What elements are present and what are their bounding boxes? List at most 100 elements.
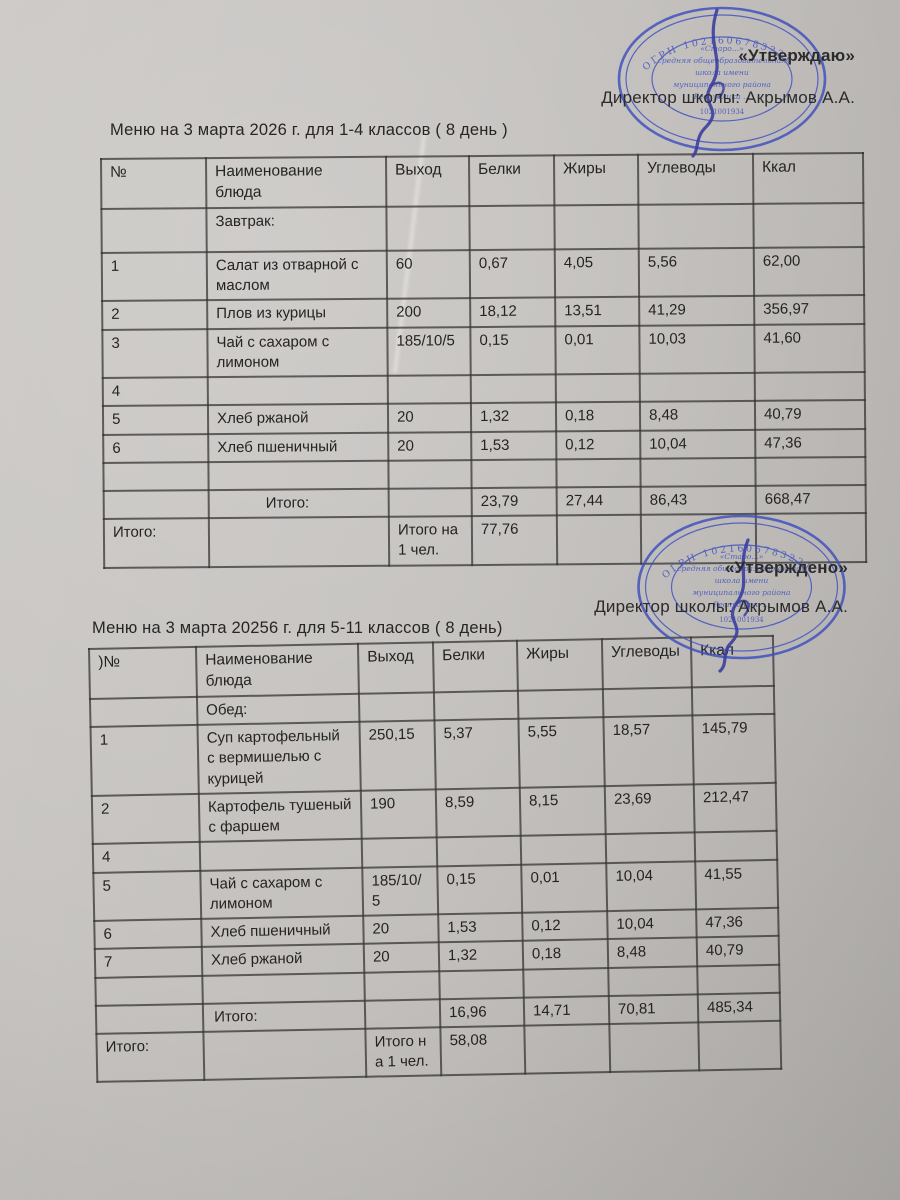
column-header: Наименование блюда (206, 156, 387, 209)
cell-fat: 5,55 (518, 717, 605, 788)
cell-protein: 1,53 (438, 912, 523, 943)
column-header: Ккал (752, 153, 864, 204)
cell-protein (433, 690, 519, 721)
cell-num: 5 (93, 870, 202, 922)
per-person-label: Итого: (96, 1031, 205, 1083)
column-header: Выход (357, 642, 434, 694)
menu-table-1: № Наименование блюда Выход Белки Жиры Углевод… (100, 152, 867, 569)
cell-out: 20 (387, 403, 472, 433)
cell-fat (517, 688, 604, 719)
total-kcal: 668,47 (755, 484, 866, 514)
stamp-line: муниципального района (693, 588, 791, 597)
cell-name: Чай с сахаром с лимоном (207, 327, 388, 378)
cell-protein (439, 969, 524, 999)
cell-kcal (755, 513, 867, 563)
cell-fat: 13,51 (555, 297, 640, 327)
stamp-number: 1021001934 (719, 616, 764, 624)
cell-fat (556, 514, 642, 565)
cell-kcal: 40,79 (754, 400, 866, 430)
total-carbs: 86,43 (640, 485, 756, 515)
cell-kcal: 40,79 (696, 936, 780, 966)
meal-row: Завтрак: (101, 202, 864, 253)
total-protein: 23,79 (471, 487, 557, 517)
cell-fat (520, 834, 607, 865)
cell-carbs (608, 965, 698, 996)
cell-num: 1 (90, 725, 199, 796)
cell-kcal (698, 1020, 782, 1071)
cell-fat (555, 373, 640, 403)
cell-out: 185/10/5 (362, 865, 439, 916)
cell-name: Хлеб ржаной (201, 944, 365, 976)
cell-protein (471, 459, 557, 488)
column-header: Ккал (690, 635, 774, 688)
cell-kcal: 41,55 (695, 859, 779, 910)
cell-protein (469, 205, 555, 250)
total-fat: 14,71 (523, 995, 610, 1026)
cell-fat: 8,15 (519, 785, 606, 837)
per-person-label: Итого: (103, 518, 210, 568)
cell-kcal: 41,60 (754, 323, 865, 373)
header-row: № Наименование блюда Выход Белки Жиры Углевод… (101, 153, 864, 209)
cell-name: Плов из курицы (207, 299, 388, 329)
column-header: Жиры (516, 639, 603, 691)
cell-name: Суп картофельный с вермишелью с курицей (197, 721, 361, 794)
menu-title-2: Меню на 3 марта 20256 г. для 5-11 классо… (92, 619, 503, 637)
column-header: Жиры (553, 154, 639, 206)
cell-carbs (605, 832, 696, 863)
per-person-value: 58,08 (440, 1025, 526, 1076)
cell-name: Хлеб пшеничный (201, 915, 364, 948)
cell-fat: 4,05 (554, 248, 640, 298)
cell-out: 20 (363, 942, 440, 973)
cell-out (364, 998, 441, 1029)
cell-name (208, 516, 390, 567)
cell-num: 3 (102, 328, 208, 379)
cell-carbs (638, 203, 754, 249)
cell-out: 20 (388, 431, 472, 461)
cell-carbs (602, 687, 693, 718)
menu-table-1-container: № Наименование блюда Выход Белки Жиры Углевод… (100, 152, 867, 569)
cell-protein: 1,32 (470, 402, 557, 432)
cell-name (207, 375, 388, 406)
cell-out (388, 459, 472, 489)
cell-carbs: 10,04 (640, 429, 756, 459)
column-header: Выход (385, 156, 470, 207)
approval-quote-2: «Утверждено» (428, 558, 848, 578)
cell-num: 2 (102, 300, 208, 330)
cell-kcal (753, 202, 864, 248)
cell-num: 4 (102, 377, 208, 407)
cell-carbs (640, 457, 756, 487)
column-header: )№ (89, 646, 197, 699)
cell-carbs: 8,48 (639, 401, 756, 431)
column-header: Наименование блюда (195, 643, 359, 697)
cell-kcal (754, 372, 865, 402)
cell-fat: 0,12 (556, 430, 641, 460)
cell-out: 60 (386, 249, 471, 300)
totals-label: Итого: (202, 1000, 366, 1032)
column-header: Белки (468, 155, 555, 206)
approval-quote-text: «Утверждаю» (738, 46, 855, 65)
cell-out (364, 970, 440, 1001)
cell-num (101, 208, 207, 253)
cell-num (103, 462, 209, 491)
cell-carbs: 41,29 (639, 296, 755, 326)
cell-num: 7 (94, 947, 203, 978)
cell-kcal (697, 964, 780, 994)
cell-carbs: 10,04 (607, 909, 697, 940)
cell-num: 5 (102, 405, 209, 435)
cell-out (388, 487, 472, 517)
cell-name (208, 460, 389, 491)
cell-kcal: 47,36 (755, 428, 866, 458)
cell-protein: 8,59 (435, 787, 521, 838)
totals-label: Итого: (208, 488, 389, 519)
cell-fat: 0,18 (522, 939, 609, 970)
cell-protein: 1,53 (471, 431, 557, 460)
column-header: Углеводы (601, 637, 692, 689)
cell-num: 2 (91, 793, 200, 845)
cell-fat (554, 204, 639, 250)
column-header: Углеводы (637, 153, 754, 205)
total-fat: 27,44 (556, 486, 641, 516)
cell-fat: 0,12 (522, 911, 608, 942)
cell-name (199, 839, 363, 871)
director-signature-line: Директор школы: Акрымов А.А. (594, 597, 848, 616)
round-stamp-1: ОГРН 1021606783221 «Старо...» средняя об… (615, 4, 830, 159)
